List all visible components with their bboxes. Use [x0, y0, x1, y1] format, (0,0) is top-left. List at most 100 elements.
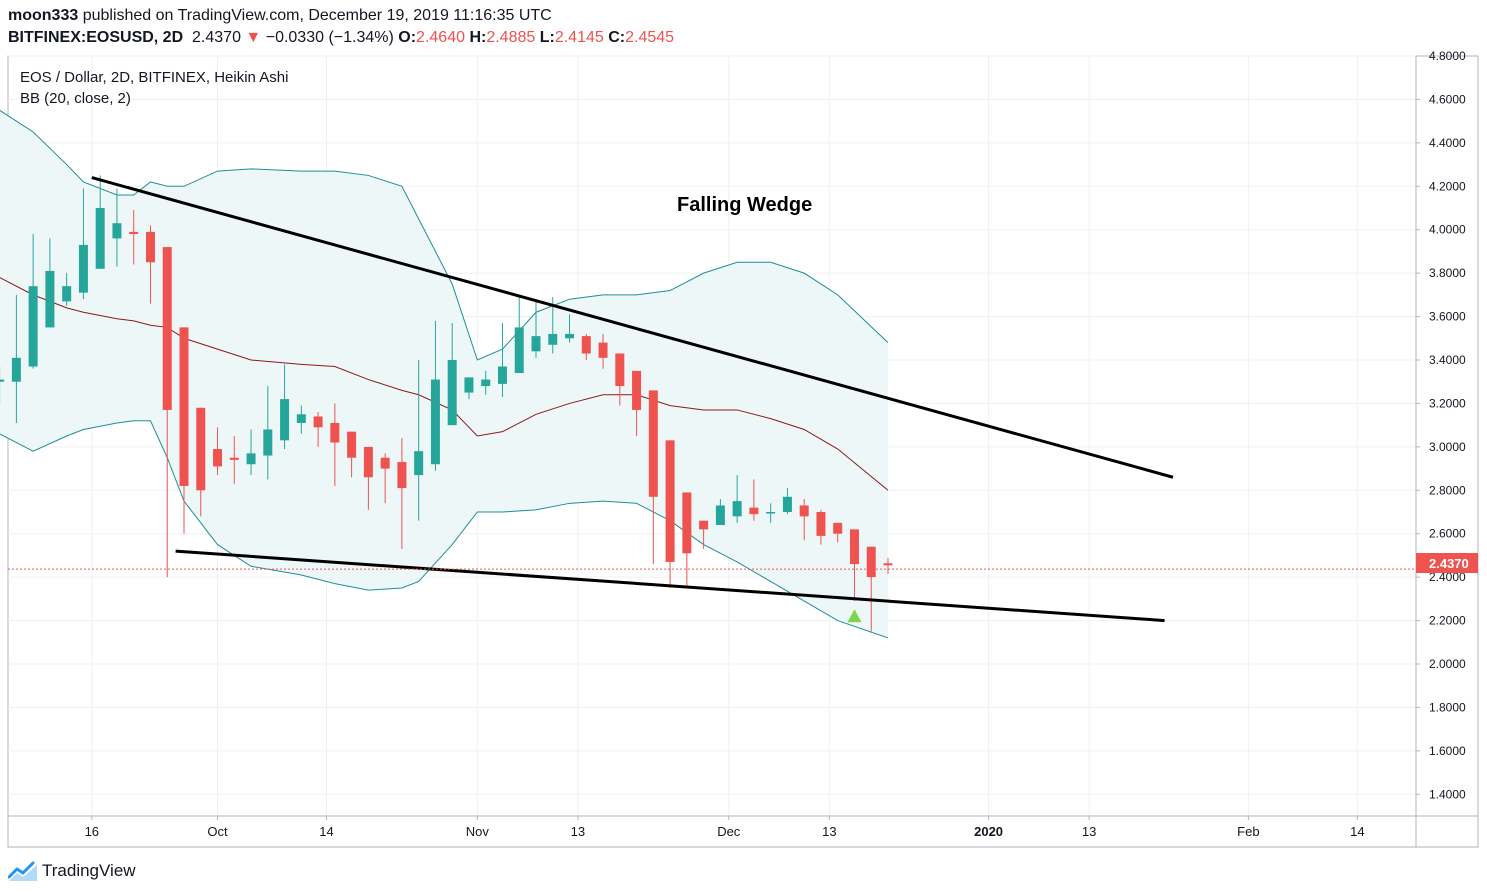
y-tick-label-0: 4.8000 — [1429, 49, 1466, 63]
y-tick-label-17: 1.4000 — [1429, 787, 1466, 801]
candle-body-48 — [799, 505, 809, 517]
candle-body-33 — [548, 333, 558, 345]
candle-body-25 — [414, 451, 424, 476]
tradingview-logo-icon[interactable] — [8, 860, 38, 882]
candle-body-5 — [78, 244, 88, 293]
author-name[interactable]: moon333 — [8, 7, 79, 24]
signal-triangle-icon-0 — [847, 609, 862, 623]
y-tick-label-3: 4.2000 — [1429, 179, 1466, 193]
candle-11 — [179, 327, 189, 534]
candle-43 — [715, 498, 725, 526]
candle-35 — [581, 333, 591, 360]
candle-5 — [78, 188, 88, 300]
candle-body-12 — [196, 407, 206, 491]
candle-24 — [397, 438, 407, 549]
candle-10 — [162, 247, 172, 578]
trendlines[interactable] — [8, 176, 1416, 623]
candle-22 — [363, 446, 373, 510]
high-label: H: — [469, 29, 487, 46]
candle-body-6 — [95, 208, 105, 269]
candle-2 — [28, 234, 38, 369]
y-tick-label-12: 2.4000 — [1429, 570, 1466, 584]
y-tick-label-9: 3.0000 — [1429, 440, 1466, 454]
high-value: 2.4885 — [486, 29, 536, 46]
candle-23 — [380, 453, 390, 504]
y-tick-label-1: 4.6000 — [1429, 92, 1466, 106]
candle-15 — [246, 429, 256, 476]
candle-0 — [0, 366, 5, 404]
candle-44 — [732, 475, 742, 523]
last-price-tag: 2.4370 — [1416, 553, 1478, 573]
candle-body-52 — [866, 546, 876, 578]
y-tick-label-4: 4.0000 — [1429, 223, 1466, 237]
x-tick-label-2: 14 — [319, 824, 333, 839]
y-tick-label-8: 3.2000 — [1429, 396, 1466, 410]
candle-20 — [330, 403, 340, 486]
candle-9 — [145, 225, 155, 304]
candle-body-20 — [330, 422, 340, 443]
candle-body-36 — [598, 342, 608, 358]
candle-body-23 — [380, 457, 390, 469]
candle-body-26 — [430, 379, 440, 465]
low-value: 2.4145 — [554, 29, 604, 46]
time-axis[interactable]: 16 Oct 14 Nov 13 Dec 13 2020 13 Feb 14 — [85, 816, 1365, 839]
price-axis[interactable]: 4.8000 4.6000 4.4000 4.2000 4.0000 3.8000 3.60… — [1416, 49, 1466, 801]
x-tick-label-7: 2020 — [974, 824, 1003, 839]
close-value: 2.4545 — [625, 29, 675, 46]
candle-body-41 — [682, 492, 692, 554]
candle-body-4 — [62, 286, 72, 302]
candle-46 — [766, 503, 776, 523]
candle-body-37 — [615, 353, 625, 387]
y-tick-label-13: 2.2000 — [1429, 614, 1466, 628]
trendline-1 — [175, 549, 1165, 623]
x-tick-label-1: Oct — [207, 824, 228, 839]
ohlc-line: BITFINEX:EOSUSD, 2D 2.4370 ▼ −0.0330 (−1… — [8, 28, 674, 48]
markers — [847, 609, 862, 623]
candle-body-18 — [296, 414, 306, 423]
falling-wedge-label: Falling Wedge — [677, 194, 812, 216]
candle-13 — [213, 427, 223, 476]
y-tick-label-5: 3.8000 — [1429, 266, 1466, 280]
candle-21 — [347, 431, 357, 478]
candle-body-49 — [816, 512, 826, 536]
candle-body-34 — [565, 333, 575, 339]
candle-body-38 — [632, 370, 642, 410]
x-tick-label-6: 13 — [822, 824, 836, 839]
candle-body-29 — [481, 379, 491, 387]
low-label: L: — [539, 29, 555, 46]
candles[interactable] — [0, 175, 893, 632]
candle-body-14 — [229, 457, 239, 460]
y-tick-label-7: 3.4000 — [1429, 353, 1466, 367]
candle-39 — [648, 390, 658, 565]
candle-37 — [615, 353, 625, 406]
candle-41 — [682, 492, 692, 588]
candle-body-31 — [514, 327, 524, 374]
candle-36 — [598, 333, 608, 369]
candle-14 — [229, 436, 239, 484]
series-title: EOS / Dollar, 2D, BITFINEX, Heikin Ashi — [20, 69, 288, 86]
x-tick-label-5: Dec — [717, 824, 741, 839]
last-price: 2.4370 — [192, 29, 241, 46]
candle-body-8 — [129, 231, 139, 235]
candle-body-28 — [464, 377, 474, 393]
candle-42 — [699, 520, 709, 549]
bollinger-lower — [0, 420, 889, 639]
candle-18 — [296, 405, 306, 434]
y-tick-label-6: 3.6000 — [1429, 310, 1466, 324]
down-arrow-icon: ▼ — [245, 29, 262, 46]
candle-body-21 — [347, 431, 357, 458]
candle-19 — [313, 412, 323, 447]
candle-body-46 — [766, 512, 776, 514]
candle-49 — [816, 509, 826, 545]
last-price-tag-text: 2.4370 — [1429, 556, 1469, 571]
candle-29 — [481, 370, 491, 395]
candle-12 — [196, 407, 206, 517]
candle-16 — [263, 386, 273, 480]
indicator-label: BB (20, close, 2) — [20, 90, 131, 107]
x-tick-label-9: Feb — [1237, 824, 1259, 839]
close-label: C: — [608, 29, 626, 46]
candle-31 — [514, 294, 524, 374]
brand-name[interactable]: TradingView — [42, 861, 136, 880]
x-tick-label-4: 13 — [571, 824, 585, 839]
